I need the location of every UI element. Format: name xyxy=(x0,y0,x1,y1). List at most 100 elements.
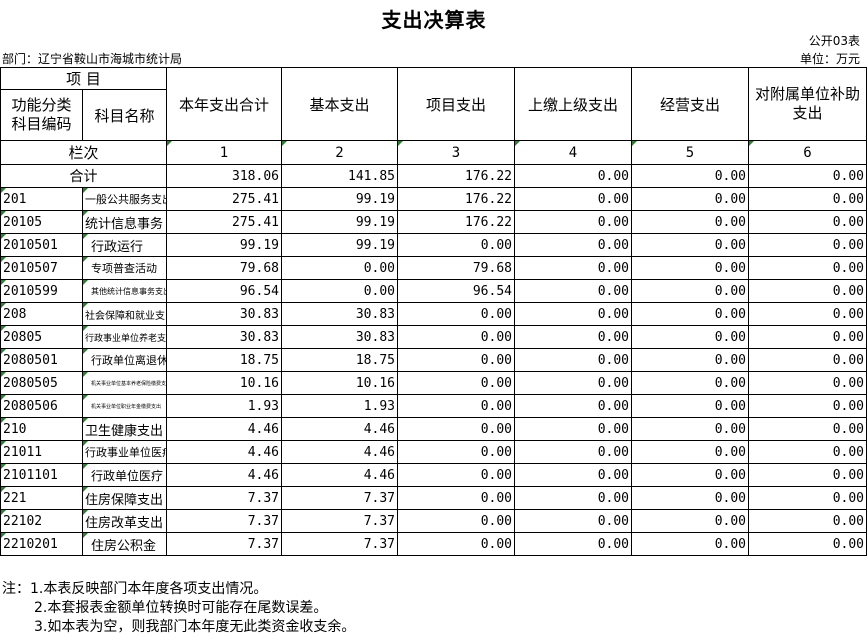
value-cell: 0.00 xyxy=(514,417,632,441)
total-value: 318.06 xyxy=(166,164,282,188)
subject-name-cell: 其他统计信息事务支出 xyxy=(82,279,167,303)
value-cell: 0.00 xyxy=(397,440,515,464)
value-cell: 7.37 xyxy=(166,486,282,510)
value-cell: 4.46 xyxy=(281,417,398,441)
table-row: 22102 住房改革支出 7.37 7.37 0.00 0.00 0.00 0.00 xyxy=(0,509,867,533)
value-cell: 0.00 xyxy=(514,279,632,303)
value-cell: 96.54 xyxy=(166,279,282,303)
col-number-6: 6 xyxy=(748,140,867,165)
value-cell: 96.54 xyxy=(397,279,515,303)
header-col-2: 基本支出 xyxy=(281,67,398,141)
value-cell: 0.00 xyxy=(631,532,749,556)
value-cell: 7.37 xyxy=(281,509,398,533)
value-cell: 18.75 xyxy=(166,348,282,372)
table-row: 2080501 行政单位离退休 18.75 18.75 0.00 0.00 0.00 0.00 xyxy=(0,348,867,372)
subject-name-cell: 住房保障支出 xyxy=(82,486,167,510)
function-code-cell: 21011 xyxy=(0,440,83,464)
header-col-6: 对附属单位补助支出 xyxy=(748,67,867,141)
total-label: 合计 xyxy=(0,164,167,188)
value-cell: 0.00 xyxy=(631,486,749,510)
value-cell: 7.37 xyxy=(281,486,398,510)
value-cell: 0.00 xyxy=(748,440,867,464)
note-line: 注：1.本表反映部门本年度各项支出情况。 xyxy=(2,581,268,597)
total-value: 176.22 xyxy=(397,164,515,188)
subject-name-cell: 机关事业单位基本养老保险缴费支出 xyxy=(82,371,167,395)
function-code-cell: 2080501 xyxy=(0,348,83,372)
value-cell: 7.37 xyxy=(166,509,282,533)
table-row: 201 一般公共服务支出 275.41 99.19 176.22 0.00 0.00 0.00 xyxy=(0,187,867,211)
function-code-cell: 221 xyxy=(0,486,83,510)
function-code-cell: 20105 xyxy=(0,210,83,234)
value-cell: 0.00 xyxy=(514,348,632,372)
value-cell: 18.75 xyxy=(281,348,398,372)
value-cell: 0.00 xyxy=(514,371,632,395)
value-cell: 0.00 xyxy=(514,394,632,418)
value-cell: 0.00 xyxy=(748,279,867,303)
value-cell: 0.00 xyxy=(631,187,749,211)
value-cell: 79.68 xyxy=(166,256,282,280)
function-code-cell: 2010501 xyxy=(0,233,83,257)
value-cell: 0.00 xyxy=(748,348,867,372)
value-cell: 0.00 xyxy=(631,417,749,441)
subject-name-cell: 卫生健康支出 xyxy=(82,417,167,441)
value-cell: 0.00 xyxy=(397,325,515,349)
value-cell: 0.00 xyxy=(748,233,867,257)
value-cell: 0.00 xyxy=(631,325,749,349)
value-cell: 4.46 xyxy=(166,440,282,464)
header-col-1: 本年支出合计 xyxy=(166,67,282,141)
total-value: 0.00 xyxy=(631,164,749,188)
table-row: 21011 行政事业单位医疗 4.46 4.46 0.00 0.00 0.00 0.00 xyxy=(0,440,867,464)
value-cell: 275.41 xyxy=(166,210,282,234)
function-code-cell: 2080505 xyxy=(0,371,83,395)
header-subject-name: 科目名称 xyxy=(82,89,167,141)
value-cell: 79.68 xyxy=(397,256,515,280)
value-cell: 0.00 xyxy=(631,463,749,487)
col-number-4: 4 xyxy=(514,140,632,165)
value-cell: 1.93 xyxy=(166,394,282,418)
table-row: 20805 行政事业单位养老支出 30.83 30.83 0.00 0.00 0.00 0.0… xyxy=(0,325,867,349)
subject-name-cell: 住房改革支出 xyxy=(82,509,167,533)
value-cell: 30.83 xyxy=(166,325,282,349)
subject-name-cell: 机关事业单位职业年金缴费支出 xyxy=(82,394,167,418)
value-cell: 0.00 xyxy=(514,210,632,234)
value-cell: 30.83 xyxy=(166,302,282,326)
value-cell: 7.37 xyxy=(281,532,398,556)
value-cell: 0.00 xyxy=(748,417,867,441)
value-cell: 7.37 xyxy=(166,532,282,556)
total-value: 141.85 xyxy=(281,164,398,188)
value-cell: 0.00 xyxy=(514,440,632,464)
value-cell: 0.00 xyxy=(748,509,867,533)
table-row: 2210201 住房公积金 7.37 7.37 0.00 0.00 0.00 0.00 xyxy=(0,532,867,556)
value-cell: 0.00 xyxy=(631,394,749,418)
department-label: 部门：辽宁省鞍山市海城市统计局 xyxy=(2,52,183,66)
total-value: 0.00 xyxy=(748,164,867,188)
function-code-cell: 22102 xyxy=(0,509,83,533)
unit-label: 单位：万元 xyxy=(799,52,860,66)
value-cell: 0.00 xyxy=(631,279,749,303)
value-cell: 1.93 xyxy=(281,394,398,418)
value-cell: 0.00 xyxy=(397,486,515,510)
table-row: 2080505 机关事业单位基本养老保险缴费支出 10.16 10.16 0.00 0.0… xyxy=(0,371,867,395)
table-row: 2080506 机关事业单位职业年金缴费支出 1.93 1.93 0.00 0.00 0.0… xyxy=(0,394,867,418)
function-code-cell: 2101101 xyxy=(0,463,83,487)
value-cell: 0.00 xyxy=(397,302,515,326)
subject-name-cell: 行政单位医疗 xyxy=(82,463,167,487)
value-cell: 0.00 xyxy=(631,233,749,257)
value-cell: 0.00 xyxy=(514,233,632,257)
total-value: 0.00 xyxy=(514,164,632,188)
value-cell: 4.46 xyxy=(166,463,282,487)
subject-name-cell: 统计信息事务 xyxy=(82,210,167,234)
function-code-cell: 2010507 xyxy=(0,256,83,280)
value-cell: 0.00 xyxy=(397,233,515,257)
value-cell: 0.00 xyxy=(631,509,749,533)
col-number-1: 1 xyxy=(166,140,282,165)
value-cell: 0.00 xyxy=(748,532,867,556)
value-cell: 0.00 xyxy=(748,394,867,418)
value-cell: 99.19 xyxy=(281,187,398,211)
header-col-3: 项目支出 xyxy=(397,67,515,141)
value-cell: 0.00 xyxy=(397,463,515,487)
value-cell: 99.19 xyxy=(166,233,282,257)
value-cell: 0.00 xyxy=(748,325,867,349)
table-row: 2010599 其他统计信息事务支出 96.54 0.00 96.54 0.00 0.00 0… xyxy=(0,279,867,303)
table-row: 20105 统计信息事务 275.41 99.19 176.22 0.00 0.00 0.00 xyxy=(0,210,867,234)
